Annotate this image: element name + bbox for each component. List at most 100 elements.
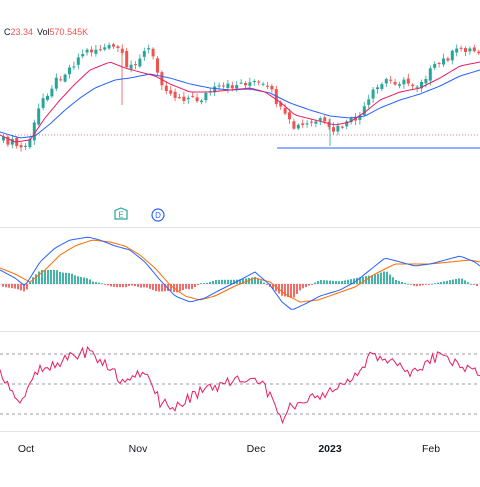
macd-histogram-bar (350, 279, 352, 284)
candle (178, 97, 181, 99)
candle (142, 51, 146, 57)
candle (151, 48, 155, 57)
candle (349, 117, 353, 123)
macd-histogram-bar (131, 284, 133, 286)
candle (217, 85, 221, 87)
time-axis: Oct Nov Dec 2023 Feb (18, 443, 440, 455)
macd-histogram-bar (242, 278, 244, 284)
candle (244, 83, 247, 86)
macd-histogram-bar (335, 281, 337, 284)
earnings-marker-label: E (118, 211, 123, 220)
macd-histogram-bar (413, 284, 415, 286)
macd-histogram-bar (83, 277, 85, 284)
macd-histogram-bar (317, 280, 319, 284)
macd-histogram-bar (104, 284, 106, 285)
macd-histogram-bar (152, 284, 154, 290)
macd-histogram-bar (332, 280, 334, 284)
macd-histogram-bar (422, 284, 424, 286)
macd-panel (0, 236, 480, 310)
macd-histogram-bar (392, 277, 394, 284)
candle (384, 79, 388, 84)
candle (191, 95, 195, 97)
candle (455, 48, 459, 53)
macd-histogram-bar (128, 284, 130, 286)
macd-histogram-bar (146, 284, 148, 288)
macd-histogram-bar (176, 284, 178, 293)
macd-histogram-bar (125, 284, 127, 288)
macd-histogram-bar (47, 270, 49, 284)
macd-histogram-bar (284, 284, 286, 297)
macd-histogram-bar (359, 277, 361, 284)
macd-histogram-bar (416, 284, 418, 287)
macd-histogram-bar (320, 280, 322, 284)
candle (446, 58, 450, 61)
macd-histogram-bar (290, 284, 292, 298)
macd-histogram-bar (38, 271, 40, 284)
macd-histogram-bar (26, 284, 28, 290)
macd-histogram-bar (161, 284, 163, 292)
candle (450, 50, 454, 61)
candle (213, 86, 217, 93)
candle (81, 54, 85, 57)
candle (305, 123, 309, 125)
candle (28, 139, 32, 148)
macd-histogram-bar (407, 283, 409, 285)
macd-histogram-bar (362, 276, 364, 284)
macd-histogram-bar (308, 284, 310, 286)
macd-histogram-bar (281, 284, 283, 296)
macd-histogram-bar (467, 282, 469, 284)
candle (76, 57, 80, 65)
macd-histogram-bar (443, 281, 445, 284)
candle (424, 79, 428, 84)
candle (288, 112, 291, 120)
candle (169, 90, 173, 94)
macd-histogram-bar (386, 271, 388, 284)
macd-histogram-bar (122, 284, 124, 288)
macd-histogram-bar (65, 272, 67, 284)
macd-histogram-bar (212, 280, 214, 284)
macd-histogram-bar (29, 281, 31, 284)
candle (134, 64, 137, 66)
candle (41, 98, 45, 108)
candle (257, 81, 261, 83)
volume-label: Vol (37, 27, 50, 37)
macd-histogram-bar (476, 284, 478, 286)
candle (160, 72, 164, 86)
macd-histogram-bar (194, 284, 196, 288)
candle (252, 80, 256, 82)
macd-histogram-bar (74, 275, 76, 284)
macd-histogram-bar (41, 270, 43, 284)
macd-histogram-bar (218, 279, 220, 284)
candle (340, 126, 344, 128)
candle (442, 58, 445, 65)
macd-histogram-bar (473, 284, 475, 285)
candle (376, 87, 379, 90)
macd-histogram-bar (185, 284, 187, 289)
candle (19, 145, 23, 148)
macd-histogram-bar (119, 284, 121, 288)
macd-histogram-bar (35, 274, 37, 284)
macd-histogram-bar (56, 270, 58, 284)
candle (270, 85, 274, 90)
dividend-marker[interactable]: D (151, 208, 165, 222)
rsi-panel (0, 345, 480, 425)
macd-histogram-bar (431, 283, 433, 285)
candle (63, 74, 67, 82)
macd-histogram-bar (95, 282, 97, 284)
candle (402, 79, 406, 85)
macd-histogram-bar (20, 284, 22, 291)
x-tick-label: Feb (422, 443, 440, 455)
macd-histogram-bar (458, 278, 460, 284)
earnings-marker[interactable]: E (114, 207, 128, 220)
macd-histogram-bar (314, 282, 316, 284)
candle (433, 63, 437, 68)
macd-histogram-bar (461, 278, 463, 284)
macd-histogram-bar (44, 270, 46, 284)
macd-histogram-bar (197, 284, 199, 286)
candle (292, 121, 296, 129)
macd-histogram-bar (293, 284, 295, 298)
candle (103, 47, 107, 50)
candle (90, 49, 93, 53)
candle (367, 99, 371, 105)
